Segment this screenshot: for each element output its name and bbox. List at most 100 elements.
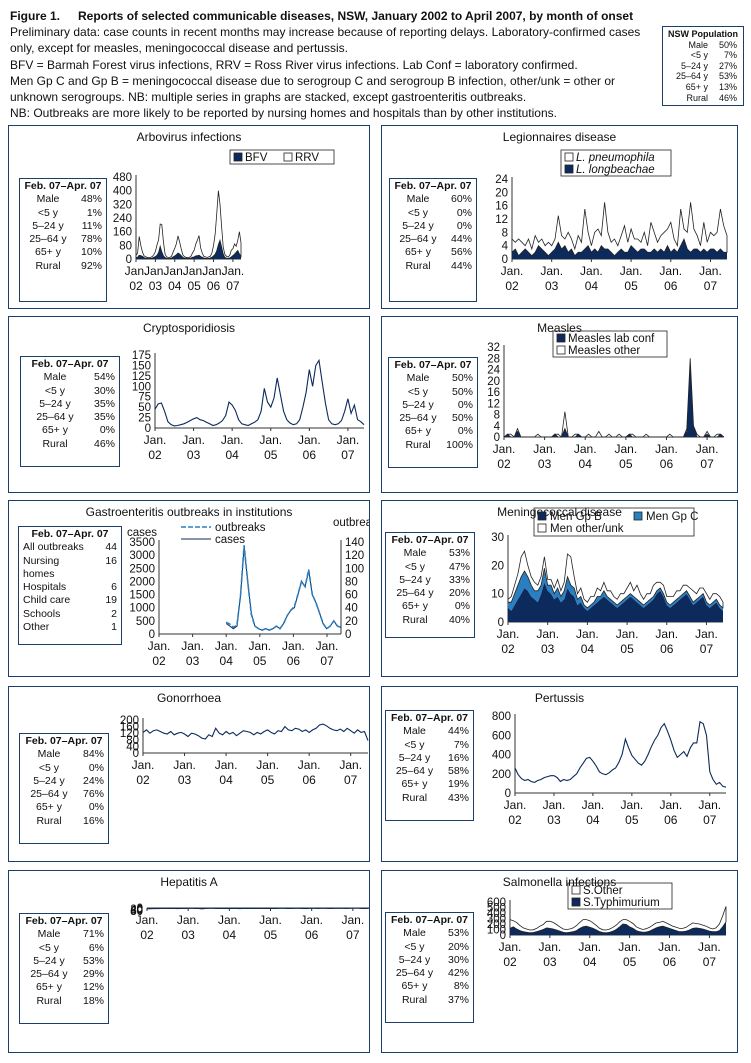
chart-title: Gonorrhoea — [156, 691, 222, 705]
x-tick-label: Jan. — [499, 940, 522, 954]
y-tick-label: 0 — [502, 254, 508, 266]
stats-row: Male 53% — [390, 547, 470, 560]
stats-row: Schools 2 — [23, 608, 117, 621]
y-tick-label: 20 — [495, 187, 508, 199]
stats-row: Other 1 — [23, 621, 117, 634]
gastro-chart: 0500100015002000250030003500Jan.02Jan.03… — [127, 517, 369, 668]
y2-tick-label: 100 — [345, 563, 364, 575]
stats-label: 65+ y — [405, 425, 431, 438]
x-tick-label: Jan. — [582, 798, 605, 812]
stats-label: 25–64 y — [395, 967, 434, 980]
y-tick-label: 28 — [487, 353, 500, 365]
x-tick-label: Jan. — [256, 758, 279, 772]
stats-label: <5 y — [37, 206, 59, 219]
x-tick-year: 05 — [187, 279, 201, 293]
stats-row: Rural 46% — [25, 438, 115, 451]
pop-value: 53% — [718, 71, 737, 82]
x-tick-label: Jan. — [298, 758, 321, 772]
stats-label: All outbreaks — [23, 541, 84, 554]
x-tick-year: 04 — [220, 654, 234, 668]
y2-tick-label: 120 — [345, 550, 364, 562]
y-tick-label: 150 — [132, 360, 151, 372]
figure-header: Figure 1. Reports of selected communicabl… — [10, 8, 660, 121]
stats-value: 50% — [451, 412, 473, 425]
stats-value: 20% — [447, 940, 469, 953]
stats-label: <5 y — [404, 738, 425, 751]
line-series — [514, 720, 727, 788]
x-tick-label: Jan. — [259, 913, 282, 927]
stats-value: 35% — [93, 397, 115, 410]
stats-row: <5 y 1% — [24, 207, 102, 220]
pop-value: 27% — [718, 60, 737, 71]
period-stats-box: Feb. 07–Apr. 07 Male 54% <5 y 30% 5–24 y 35% 25… — [20, 356, 120, 467]
stats-value: 71% — [82, 928, 104, 941]
y-tick-label: 240 — [113, 213, 132, 225]
chart-title: Salmonella infections — [502, 875, 617, 889]
area-series-men-gp-b — [508, 582, 723, 622]
stats-value: 7% — [453, 738, 469, 751]
header-note-3: Men Gp C and Gp B = meningococcal diseas… — [10, 73, 616, 105]
area-series-l-pneumophila — [511, 202, 728, 257]
y-tick-label: 500 — [487, 903, 506, 915]
x-tick-label: Jan. — [148, 639, 171, 653]
x-tick-year: 04 — [225, 448, 239, 462]
chart-title: Arbovirus infections — [136, 130, 242, 144]
line-series — [146, 907, 369, 910]
header-note-2: BFV = Barmah Forest virus infections, RR… — [10, 57, 578, 72]
x-tick-label: Jan. — [337, 433, 360, 447]
pop-row: Rural 46% — [663, 93, 743, 104]
stats-label: Male — [403, 725, 426, 738]
x-tick-label: Jan. — [248, 639, 271, 653]
period-stats-box: Feb. 07–Apr. 07 Male 50% <5 y 50% 5–24 y 0% 25–… — [388, 357, 478, 468]
x-tick-year: 02 — [152, 654, 166, 668]
legend-swatch — [564, 164, 574, 174]
pert-chart: 0200400600800Jan.02Jan.03Jan.04Jan.05Jan… — [492, 711, 727, 827]
stats-label: 25–64 y — [399, 412, 437, 425]
x-tick-year: 07 — [346, 928, 360, 942]
x-tick-year: 02 — [129, 279, 143, 293]
x-tick-year: 07 — [703, 955, 717, 969]
chart-legend: BFV RRV — [229, 149, 335, 165]
stats-value: 50% — [451, 372, 473, 385]
stats-row: 5–24 y 33% — [390, 574, 470, 587]
stats-label: 65+ y — [36, 981, 62, 994]
x-tick-label: Jan. — [181, 639, 204, 653]
stats-row: 5–24 y 35% — [25, 398, 115, 411]
x-tick-label: Jan. — [655, 442, 678, 456]
stats-label: 25–64 y — [36, 411, 74, 424]
area-series-l-longbeachae — [512, 239, 727, 259]
legend-swatch — [537, 511, 547, 521]
x-tick-year: 07 — [344, 773, 358, 787]
x-tick-label: Jan. — [259, 433, 282, 447]
stats-title: Feb. 07–Apr. 07 — [24, 180, 102, 192]
legend-label: L. longbeachae — [576, 164, 655, 176]
legend-swatch — [283, 152, 293, 162]
stats-row: 5–24 y 53% — [24, 955, 104, 968]
stats-row: 65+ y 0% — [393, 425, 473, 438]
area-series-bfv — [136, 240, 241, 259]
y-tick-label: 100 — [487, 925, 506, 937]
stats-value: 76% — [82, 788, 104, 801]
stats-value: 0% — [88, 801, 104, 814]
x-tick-label: Jan. — [282, 639, 305, 653]
stats-row: All outbreaks 44 — [23, 541, 117, 554]
figure-title: Reports of selected communicable disease… — [78, 9, 634, 23]
stats-label: <5 y — [38, 761, 60, 774]
stats-label: Male — [43, 371, 67, 384]
pop-value: 13% — [718, 81, 737, 92]
x-tick-year: 07 — [704, 279, 718, 293]
y-tick-label: 0 — [500, 930, 506, 942]
y-tick-label: 400 — [487, 908, 506, 920]
legend-label: outbreaks — [215, 522, 266, 534]
y-tick-label: 125 — [132, 371, 151, 383]
stats-title: Feb. 07–Apr. 07 — [394, 180, 472, 192]
stats-row: 65+ y 19% — [390, 778, 470, 791]
x-tick-label: Jan. — [300, 913, 323, 927]
pop-row: 5–24 y 27% — [663, 61, 743, 72]
y-tick-label: 200 — [487, 919, 506, 931]
y-tick-label: 20 — [491, 560, 504, 572]
stats-value: 44% — [450, 259, 472, 272]
x-tick-year: 03 — [538, 457, 552, 471]
stats-row: Rural 40% — [390, 614, 470, 627]
x-tick-label: Jan. — [698, 798, 721, 812]
